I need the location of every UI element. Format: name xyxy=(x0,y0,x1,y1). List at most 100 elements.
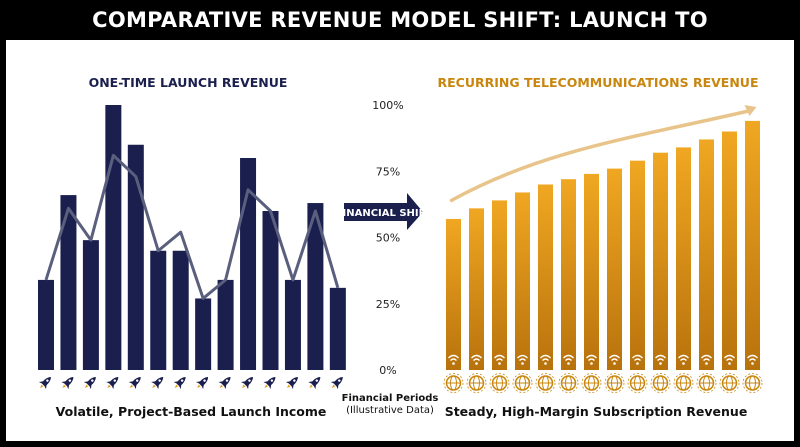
globe-icon xyxy=(535,373,556,393)
rocket-icon xyxy=(285,377,298,390)
globe-icon xyxy=(627,373,648,393)
wifi-icon xyxy=(724,354,735,365)
rocket-icon xyxy=(83,377,96,390)
financial-shift-arrow-shape xyxy=(344,193,423,230)
comparison-chart: ONE-TIME LAUNCH REVENUE Volatile, Projec… xyxy=(38,75,763,419)
launch-line xyxy=(44,153,340,300)
launch-bar xyxy=(105,105,122,370)
subscription-bar xyxy=(446,218,461,370)
financial-shift-label: FINANCIAL SHIFT xyxy=(336,208,433,219)
subscription-bar xyxy=(745,120,760,371)
globe-icon xyxy=(443,373,464,393)
x-axis-label: Financial Periods xyxy=(342,393,439,404)
wifi-icon xyxy=(609,354,620,365)
y-axis-ticks: 0% 25% 50% 75% 100% xyxy=(372,99,403,377)
subscription-bar xyxy=(630,160,645,370)
subscription-bar xyxy=(469,208,484,370)
globe-icon xyxy=(696,373,717,393)
x-axis-note: (Illustrative Data) xyxy=(346,405,434,416)
wifi-icon xyxy=(563,354,574,365)
globe-icon xyxy=(558,373,579,393)
y-tick-label: 50% xyxy=(376,232,400,245)
subscription-bar xyxy=(699,139,714,370)
growth-trend-arrow xyxy=(449,105,757,203)
subscription-bar xyxy=(538,184,553,370)
launch-chart-title: ONE-TIME LAUNCH REVENUE xyxy=(89,75,288,90)
subscription-bar xyxy=(653,152,668,370)
chart-panel: ONE-TIME LAUNCH REVENUE Volatile, Projec… xyxy=(6,40,794,441)
globe-icon xyxy=(604,373,625,393)
wifi-icon xyxy=(747,354,758,365)
subscription-bar xyxy=(676,147,691,370)
center-axis: 0% 25% 50% 75% 100% FINANCIAL SHIFT Financia… xyxy=(336,99,439,416)
subscription-bar xyxy=(561,179,576,370)
launch-bar xyxy=(195,298,212,370)
launch-bar xyxy=(217,279,234,370)
wifi-icon xyxy=(586,354,597,365)
launch-bar xyxy=(38,279,54,370)
launch-bar xyxy=(329,287,346,370)
subscription-bar xyxy=(584,173,599,370)
y-tick-label: 100% xyxy=(372,99,403,112)
y-tick-label: 0% xyxy=(379,364,396,377)
rocket-icon xyxy=(128,377,141,390)
globe-icon xyxy=(742,373,763,393)
subscription-bar xyxy=(607,168,622,370)
wifi-icon xyxy=(540,354,551,365)
wifi-icon xyxy=(471,354,482,365)
wifi-icon xyxy=(632,354,643,365)
rocket-icon xyxy=(38,377,51,390)
rocket-icon xyxy=(240,377,253,390)
launch-volatility-line xyxy=(44,153,340,300)
launch-bar xyxy=(127,144,144,370)
subscription-bar xyxy=(722,131,737,370)
rocket-icon xyxy=(263,377,276,390)
rocket-icon xyxy=(218,377,231,390)
globe-icon xyxy=(466,373,487,393)
subscription-bars xyxy=(446,120,760,371)
globe-icon xyxy=(581,373,602,393)
launch-chart-caption: Volatile, Project-Based Launch Income xyxy=(56,404,327,419)
launch-revenue-chart: ONE-TIME LAUNCH REVENUE Volatile, Projec… xyxy=(38,75,346,419)
rocket-icon xyxy=(61,377,74,390)
rocket-icon xyxy=(196,377,209,390)
wifi-icon xyxy=(678,354,689,365)
trend-arrow-line xyxy=(449,109,751,203)
launch-bar xyxy=(172,250,189,370)
rocket-icon xyxy=(106,377,119,390)
rocket-icon xyxy=(308,377,321,390)
subscription-icons xyxy=(443,373,763,393)
wifi-icon xyxy=(448,354,459,365)
globe-icon xyxy=(650,373,671,393)
globe-icon xyxy=(512,373,533,393)
launch-bar xyxy=(307,203,324,370)
globe-icon xyxy=(673,373,694,393)
rocket-icon xyxy=(173,377,186,390)
wifi-icon xyxy=(517,354,528,365)
wifi-icon xyxy=(655,354,666,365)
subscription-chart-caption: Steady, High-Margin Subscription Revenue xyxy=(445,404,748,419)
wifi-icon xyxy=(494,354,505,365)
launch-bar xyxy=(150,250,167,370)
wifi-icon xyxy=(701,354,712,365)
launch-bars xyxy=(38,105,346,370)
y-tick-label: 75% xyxy=(376,165,400,178)
launch-bar xyxy=(60,195,77,370)
subscription-bar xyxy=(492,200,507,370)
launch-bar xyxy=(262,211,279,370)
y-tick-label: 25% xyxy=(376,298,400,311)
launch-icons xyxy=(38,377,343,390)
globe-icon xyxy=(719,373,740,393)
launch-bar xyxy=(82,240,99,370)
page-title: COMPARATIVE REVENUE MODEL SHIFT: LAUNCH … xyxy=(92,8,708,72)
subscription-bar xyxy=(515,192,530,370)
financial-shift-arrow: FINANCIAL SHIFT xyxy=(336,193,433,230)
globe-icon xyxy=(489,373,510,393)
rocket-icon xyxy=(330,377,343,390)
subscription-chart-title: RECURRING TELECOMMUNICATIONS REVENUE xyxy=(438,75,759,90)
launch-bar xyxy=(284,279,301,370)
trend-arrow-head xyxy=(744,105,757,116)
subscription-revenue-chart: RECURRING TELECOMMUNICATIONS REVENUE Ste… xyxy=(438,75,763,419)
rocket-icon xyxy=(151,377,164,390)
